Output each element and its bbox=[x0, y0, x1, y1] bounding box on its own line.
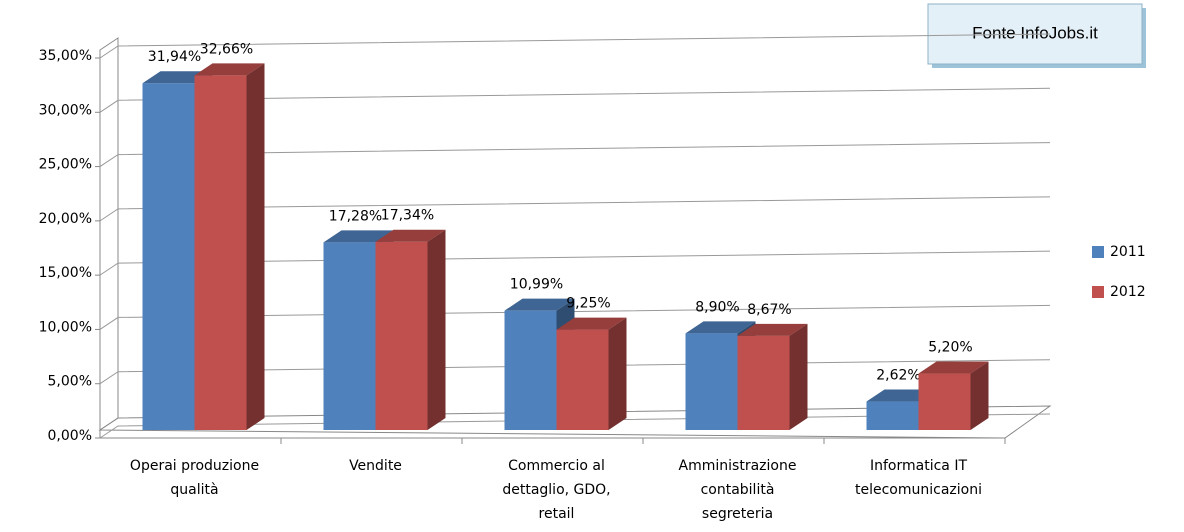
bar-top bbox=[556, 317, 627, 330]
grid-line bbox=[99, 250, 1051, 276]
floor bbox=[98, 405, 1052, 439]
value-label: 10,99% bbox=[510, 277, 563, 293]
y-tick-label: 5,00% bbox=[48, 374, 92, 390]
y-tick-label: 20,00% bbox=[39, 211, 92, 227]
value-label: 31,94% bbox=[148, 49, 201, 65]
value-label: 17,28% bbox=[329, 208, 382, 224]
legend-label: 2011 bbox=[1110, 244, 1146, 260]
y-tick-label: 15,00% bbox=[39, 265, 92, 281]
bar bbox=[556, 329, 609, 430]
x-tick-label: retail bbox=[539, 506, 575, 522]
back-wall bbox=[99, 37, 119, 431]
value-label: 32,66% bbox=[200, 41, 253, 57]
x-tick-label: Operai produzione bbox=[130, 458, 259, 474]
legend-swatch bbox=[1092, 246, 1104, 258]
bar bbox=[866, 401, 919, 430]
x-tick-label: telecomunicazioni bbox=[855, 482, 982, 498]
legend-label: 2012 bbox=[1110, 284, 1146, 300]
x-tick-label: Informatica IT bbox=[870, 458, 967, 474]
value-label: 2,62% bbox=[876, 368, 920, 384]
value-label: 9,25% bbox=[566, 296, 610, 312]
grid-line bbox=[99, 142, 1051, 167]
bar-top bbox=[737, 323, 808, 336]
bar bbox=[142, 83, 195, 431]
annotation: Fonte InfoJobs.it bbox=[972, 23, 1098, 42]
grid-line bbox=[99, 87, 1051, 113]
bar-top bbox=[504, 298, 575, 311]
bar-side bbox=[608, 317, 627, 430]
y-tick-label: 10,00% bbox=[39, 319, 92, 335]
y-tick-label: 30,00% bbox=[39, 102, 92, 118]
bar-side bbox=[427, 229, 446, 430]
bar bbox=[504, 310, 557, 430]
grid-line bbox=[99, 196, 1051, 222]
x-tick-label: segreteria bbox=[702, 506, 773, 522]
bar-side bbox=[970, 361, 989, 430]
value-label: 8,67% bbox=[747, 302, 791, 318]
bar-side bbox=[246, 63, 265, 431]
x-tick-label: qualità bbox=[170, 482, 218, 498]
bar bbox=[918, 373, 971, 430]
y-tick-label: 35,00% bbox=[39, 48, 92, 64]
bar bbox=[737, 335, 790, 430]
bar bbox=[685, 333, 738, 430]
legend-swatch bbox=[1092, 286, 1104, 298]
bar-top bbox=[323, 230, 394, 243]
y-tick-label: 25,00% bbox=[39, 157, 92, 173]
bar-top bbox=[918, 361, 989, 374]
x-tick-label: dettaglio, GDO, bbox=[502, 482, 610, 498]
value-label: 5,20% bbox=[928, 340, 972, 356]
bar-side bbox=[789, 323, 808, 430]
bar bbox=[194, 75, 247, 431]
bar-top bbox=[685, 321, 756, 334]
bar bbox=[375, 241, 428, 430]
bar-top bbox=[194, 63, 265, 76]
x-tick-label: Commercio al bbox=[508, 458, 605, 474]
grid-line bbox=[99, 33, 1051, 59]
value-label: 8,90% bbox=[695, 299, 739, 315]
value-label: 17,34% bbox=[381, 208, 434, 224]
x-tick-label: Vendite bbox=[349, 458, 402, 474]
x-tick-label: contabilità bbox=[701, 482, 775, 498]
y-tick-label: 0,00% bbox=[48, 428, 92, 444]
x-tick-label: Amministrazione bbox=[679, 458, 797, 474]
bar bbox=[323, 242, 376, 430]
bar-top bbox=[375, 229, 446, 242]
grid-line bbox=[99, 304, 1051, 330]
